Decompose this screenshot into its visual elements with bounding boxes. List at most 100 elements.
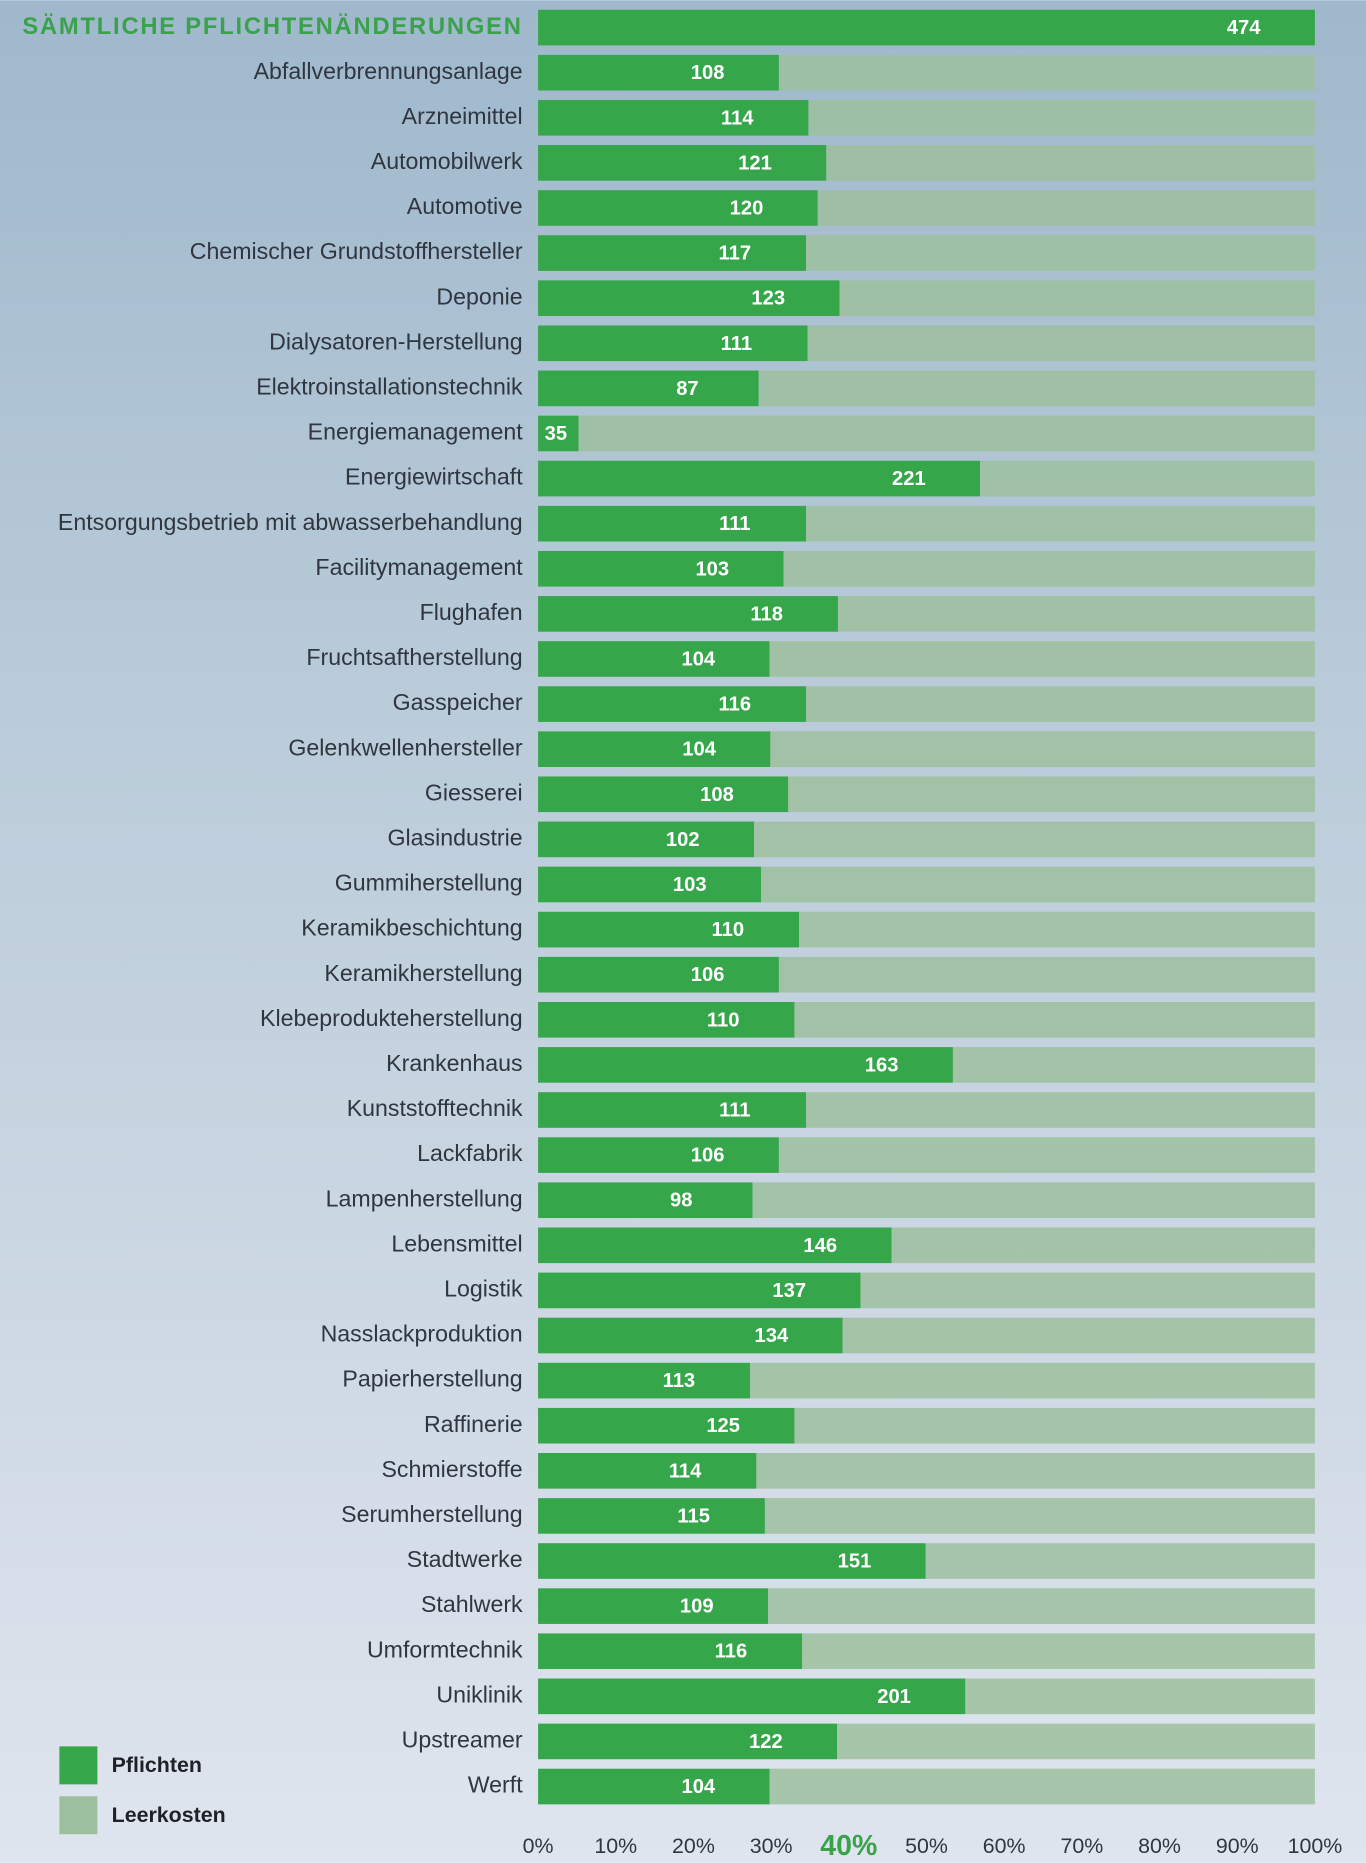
category-label: Abfallverbrennungsanlage	[254, 58, 523, 84]
count-label: 201	[877, 1686, 911, 1708]
bar-segment	[769, 1768, 1315, 1805]
category-label: Automobilwerk	[371, 148, 523, 174]
bar-segment	[952, 1047, 1315, 1083]
bar-segment	[538, 325, 808, 362]
bar-segment	[538, 460, 981, 497]
bar-segment	[794, 1001, 1315, 1038]
count-label: 116	[719, 694, 752, 716]
bar-segment	[538, 1723, 838, 1760]
x-tick-label: 10%	[594, 1834, 637, 1858]
bar-segment	[752, 1182, 1315, 1219]
bar-segment	[756, 1453, 1315, 1489]
count-label: 146	[803, 1235, 837, 1257]
count-label: 116	[715, 1641, 748, 1663]
category-label: Automotive	[407, 193, 523, 219]
bar-segment	[538, 776, 789, 813]
bar-segment	[770, 731, 1315, 768]
category-label: Upstreamer	[402, 1727, 523, 1753]
bar-segment	[538, 145, 827, 181]
count-label: 122	[749, 1731, 783, 1753]
count-label: 163	[865, 1054, 899, 1076]
x-tick-label: 70%	[1060, 1834, 1103, 1858]
category-label: Chemischer Grundstoffhersteller	[190, 238, 523, 264]
category-label: Stadtwerke	[407, 1546, 523, 1572]
category-label: Gasspeicher	[393, 689, 523, 715]
bar-segment	[538, 1588, 769, 1624]
bar-segment	[806, 686, 1315, 722]
category-label: Logistik	[444, 1276, 523, 1302]
count-label: 474	[1227, 17, 1261, 39]
category-label: Facilitymanagement	[315, 554, 523, 580]
count-label: 103	[695, 558, 729, 580]
category-label: Papierherstellung	[342, 1366, 522, 1392]
category-label: Elektroinstallationstechnik	[256, 374, 523, 400]
x-tick-label: 20%	[672, 1834, 715, 1858]
category-label: Flughafen	[420, 599, 523, 625]
bar-segment	[807, 325, 1315, 362]
x-tick-label: 40%	[820, 1830, 877, 1862]
bar-segment	[538, 911, 800, 948]
count-label: 114	[721, 107, 754, 129]
bar-segment	[538, 1137, 779, 1173]
bar-segment	[758, 370, 1315, 407]
category-label: Entsorgungsbetrieb mit abwasserbehandlun…	[58, 509, 523, 535]
bar-segment	[538, 1407, 795, 1444]
count-label: 106	[691, 1145, 725, 1167]
bar-segment	[538, 1498, 765, 1534]
bar-segment	[860, 1272, 1315, 1309]
bar-segment	[754, 821, 1315, 858]
count-label: 111	[719, 513, 750, 535]
category-label: Keramikbeschichtung	[301, 915, 522, 941]
count-label: 104	[681, 649, 715, 671]
count-label: 102	[666, 829, 700, 851]
category-label: Krankenhaus	[386, 1050, 522, 1076]
bar-segment	[778, 54, 1315, 91]
category-label: Deponie	[436, 283, 522, 309]
count-label: 121	[738, 152, 772, 174]
category-label: Lampenherstellung	[326, 1185, 523, 1211]
bar-segment	[806, 235, 1315, 271]
bar-segment	[538, 1453, 757, 1489]
bar-segment	[538, 1678, 966, 1715]
bar-segment	[783, 550, 1315, 587]
category-label: Giesserei	[425, 779, 523, 805]
count-label: 118	[750, 603, 783, 625]
bar-segment	[837, 596, 1315, 632]
bar-segment	[538, 1543, 926, 1579]
bar-segment	[538, 54, 779, 91]
bar-segment	[794, 1407, 1315, 1444]
bar-segment	[538, 1633, 803, 1670]
count-label: 109	[680, 1596, 714, 1618]
category-label: Umformtechnik	[367, 1636, 523, 1662]
category-label: SÄMTLICHE PFLICHTENÄNDERUNGEN	[22, 13, 522, 40]
bar-segment	[538, 1047, 953, 1083]
bar-segment	[538, 821, 755, 858]
count-label: 110	[707, 1009, 740, 1031]
bar-segment	[891, 1227, 1315, 1264]
bar-segment	[965, 1678, 1315, 1715]
x-tick-label: 0%	[523, 1834, 554, 1858]
bar-segment	[538, 505, 807, 542]
x-tick-label: 100%	[1288, 1834, 1343, 1858]
category-label: Serumherstellung	[341, 1501, 523, 1527]
category-label: Dialysatoren-Herstellung	[269, 328, 523, 354]
legend-swatch	[59, 1746, 98, 1785]
count-label: 87	[676, 378, 698, 400]
x-tick-label: 50%	[905, 1834, 948, 1858]
bar-segment	[817, 190, 1315, 226]
count-label: 125	[706, 1415, 740, 1437]
bar-segment	[538, 641, 770, 677]
legend-label: Pflichten	[112, 1753, 202, 1777]
count-label: 221	[892, 468, 926, 490]
bar-segment	[799, 911, 1315, 948]
category-label: Arzneimittel	[402, 103, 523, 129]
bar-segment	[538, 190, 818, 226]
count-label: 117	[719, 243, 752, 265]
bar-segment	[538, 1272, 861, 1309]
category-label: Energiewirtschaft	[345, 464, 523, 490]
bar-segment	[538, 1362, 751, 1399]
x-tick-label: 80%	[1138, 1834, 1181, 1858]
count-label: 111	[721, 333, 752, 355]
count-label: 114	[669, 1460, 702, 1482]
